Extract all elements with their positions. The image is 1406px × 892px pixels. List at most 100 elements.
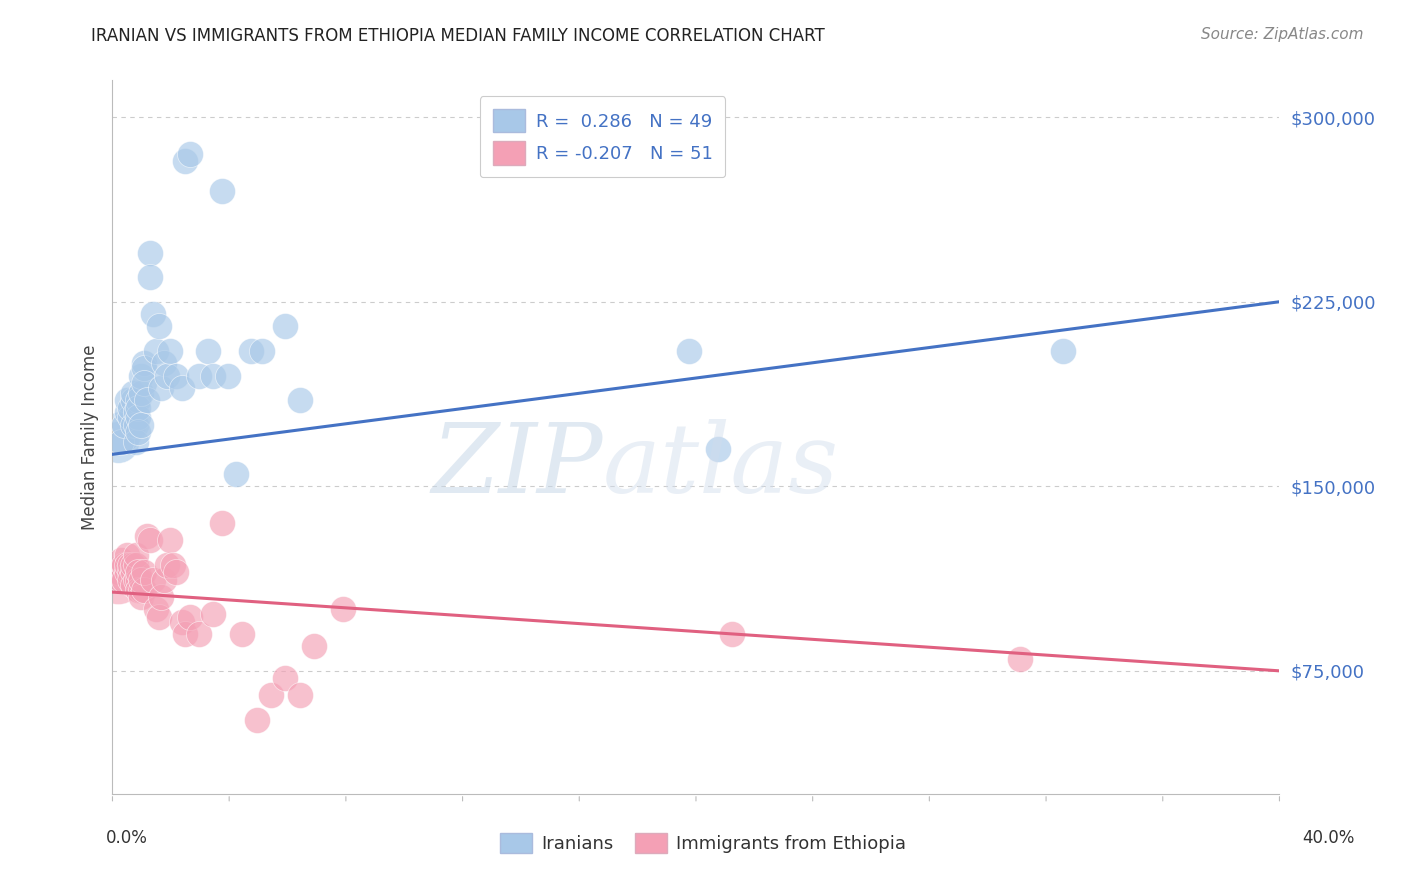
Point: [136, 393, 159, 408]
Point: [260, 689, 283, 703]
Point: [170, 615, 193, 629]
Point: [115, 548, 138, 562]
Text: IRANIAN VS IMMIGRANTS FROM ETHIOPIA MEDIAN FAMILY INCOME CORRELATION CHART: IRANIAN VS IMMIGRANTS FROM ETHIOPIA MEDI…: [91, 27, 825, 45]
Point: [274, 319, 297, 334]
Point: [1052, 343, 1074, 358]
Point: [217, 368, 239, 383]
Point: [165, 566, 187, 580]
Point: [179, 609, 201, 624]
Point: [202, 368, 225, 383]
Legend: Iranians, Immigrants from Ethiopia: Iranians, Immigrants from Ethiopia: [492, 825, 914, 861]
Point: [118, 401, 141, 415]
Point: [150, 590, 173, 604]
Point: [179, 147, 201, 161]
Point: [124, 558, 146, 572]
Point: [145, 602, 167, 616]
Point: [136, 528, 159, 542]
Point: [107, 573, 129, 587]
Point: [288, 689, 311, 703]
Legend: R =  0.286   N = 49, R = -0.207   N = 51: R = 0.286 N = 49, R = -0.207 N = 51: [479, 96, 725, 178]
Point: [107, 435, 129, 450]
Point: [110, 553, 132, 567]
Point: [121, 566, 143, 580]
Point: [165, 368, 187, 383]
Point: [231, 627, 253, 641]
Point: [121, 385, 143, 400]
Point: [134, 376, 156, 390]
Point: [159, 343, 181, 358]
Point: [134, 582, 156, 597]
Point: [115, 558, 138, 572]
Point: [127, 425, 149, 439]
Point: [127, 410, 149, 425]
Point: [129, 385, 152, 400]
Point: [134, 356, 156, 370]
Y-axis label: Median Family Income: Median Family Income: [80, 344, 98, 530]
Point: [129, 573, 152, 587]
Point: [211, 516, 233, 531]
Point: [721, 627, 744, 641]
Point: [107, 566, 129, 580]
Point: [134, 361, 156, 376]
Point: [118, 558, 141, 572]
Point: [121, 417, 143, 432]
Point: [153, 573, 176, 587]
Point: [1010, 651, 1032, 665]
Point: [121, 578, 143, 592]
Text: 40.0%: 40.0%: [1302, 829, 1355, 847]
Point: [148, 609, 170, 624]
Point: [124, 548, 146, 562]
Point: [156, 368, 179, 383]
Point: [170, 381, 193, 395]
Point: [153, 356, 176, 370]
Text: Source: ZipAtlas.com: Source: ZipAtlas.com: [1201, 27, 1364, 42]
Point: [678, 343, 700, 358]
Point: [121, 393, 143, 408]
Point: [124, 435, 146, 450]
Point: [124, 417, 146, 432]
Point: [302, 639, 325, 653]
Point: [245, 713, 267, 727]
Point: [110, 435, 132, 450]
Point: [127, 566, 149, 580]
Point: [129, 590, 152, 604]
Point: [121, 558, 143, 572]
Point: [127, 573, 149, 587]
Point: [145, 343, 167, 358]
Point: [127, 393, 149, 408]
Point: [139, 245, 162, 260]
Point: [110, 425, 132, 439]
Text: ZIP: ZIP: [432, 418, 603, 513]
Point: [139, 533, 162, 548]
Point: [115, 566, 138, 580]
Point: [156, 558, 179, 572]
Point: [288, 393, 311, 408]
Point: [162, 558, 184, 572]
Point: [118, 566, 141, 580]
Point: [112, 417, 135, 432]
Point: [127, 582, 149, 597]
Point: [150, 381, 173, 395]
Point: [124, 573, 146, 587]
Point: [252, 343, 274, 358]
Point: [129, 417, 152, 432]
Point: [115, 393, 138, 408]
Point: [124, 405, 146, 419]
Point: [112, 558, 135, 572]
Point: [159, 533, 181, 548]
Point: [187, 368, 209, 383]
Point: [142, 573, 165, 587]
Point: [142, 307, 165, 321]
Point: [129, 582, 152, 597]
Text: 0.0%: 0.0%: [105, 829, 148, 847]
Point: [197, 343, 219, 358]
Point: [134, 566, 156, 580]
Point: [187, 627, 209, 641]
Point: [274, 671, 297, 685]
Point: [148, 319, 170, 334]
Point: [139, 270, 162, 285]
Point: [112, 573, 135, 587]
Point: [202, 607, 225, 622]
Point: [129, 368, 152, 383]
Point: [110, 573, 132, 587]
